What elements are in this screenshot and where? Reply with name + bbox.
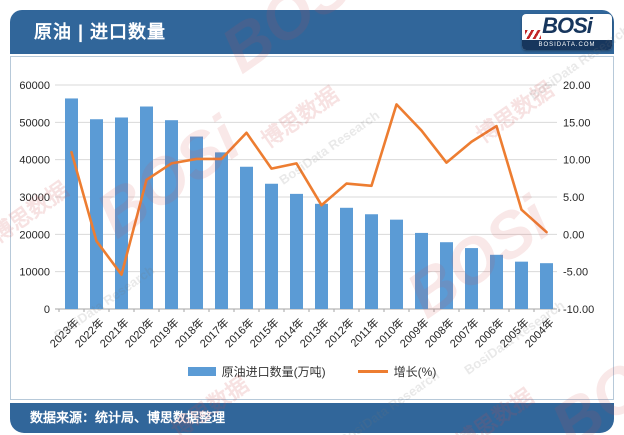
legend-bar-swatch-icon (187, 367, 216, 376)
bar (190, 136, 203, 309)
bar (390, 219, 403, 309)
bar (540, 263, 553, 309)
y-axis-label-right: 0.00 (563, 229, 584, 241)
y-axis-label-right: 15.00 (563, 117, 591, 129)
bar (90, 119, 103, 310)
logo-stripes-icon (525, 30, 541, 39)
logo-text: BOSi (542, 14, 593, 38)
y-axis-label-left: 10000 (19, 267, 50, 279)
y-axis-label-right: -10.00 (563, 304, 594, 316)
y-axis-label-left: 50000 (19, 117, 50, 129)
header-bar: 原油 | 进口数量 BOSi BOSIDATA.COM (10, 10, 614, 54)
y-axis-label-left: 0 (44, 304, 50, 316)
bar (440, 242, 453, 309)
chart-legend: 原油进口数量(万吨) 增长(%) (11, 363, 613, 380)
bar (490, 254, 503, 309)
y-axis-label-right: 20.00 (563, 80, 591, 92)
bosi-logo: BOSi BOSIDATA.COM (522, 14, 612, 50)
legend-line-swatch-icon (357, 370, 388, 373)
y-axis-label-left: 60000 (19, 80, 50, 92)
combo-chart: 60000 20.00 50000 15.00 40000 10.00 30000 5.00 2… (19, 80, 594, 350)
y-axis-label-left: 40000 (19, 155, 50, 167)
y-axis-label-right: 10.00 (563, 155, 591, 167)
y-axis-label-left: 30000 (19, 192, 50, 204)
legend-item: 原油进口数量(万吨) (187, 363, 326, 380)
data-source-text: 数据来源：统计局、博思数据整理 (30, 410, 226, 425)
logo-subtext: BOSIDATA.COM (522, 40, 612, 50)
bar (340, 207, 353, 309)
legend-item: 增长(%) (357, 363, 437, 380)
bar (165, 120, 178, 309)
bar (215, 152, 228, 309)
bar (465, 248, 478, 309)
bar (315, 203, 328, 309)
growth-line (70, 103, 548, 276)
y-axis-label-right: -5.00 (563, 267, 588, 279)
y-axis-label-right: 5.00 (563, 192, 584, 204)
y-axis-label-left: 20000 (19, 229, 50, 241)
bar (365, 214, 378, 309)
legend-label: 增长(%) (393, 365, 437, 379)
bar (415, 232, 428, 309)
page-title: 原油 | 进口数量 (34, 22, 167, 42)
footer-bar: 数据来源：统计局、博思数据整理 (10, 403, 614, 433)
bar (140, 106, 153, 309)
bar (65, 98, 78, 310)
legend-label: 原油进口数量(万吨) (221, 365, 326, 379)
bar (240, 166, 253, 309)
bar (115, 117, 128, 310)
chart-panel: 60000 20.00 50000 15.00 40000 10.00 30000 5.00 2… (10, 56, 614, 400)
bar (265, 183, 278, 309)
bar (515, 261, 528, 309)
bar (290, 193, 303, 309)
